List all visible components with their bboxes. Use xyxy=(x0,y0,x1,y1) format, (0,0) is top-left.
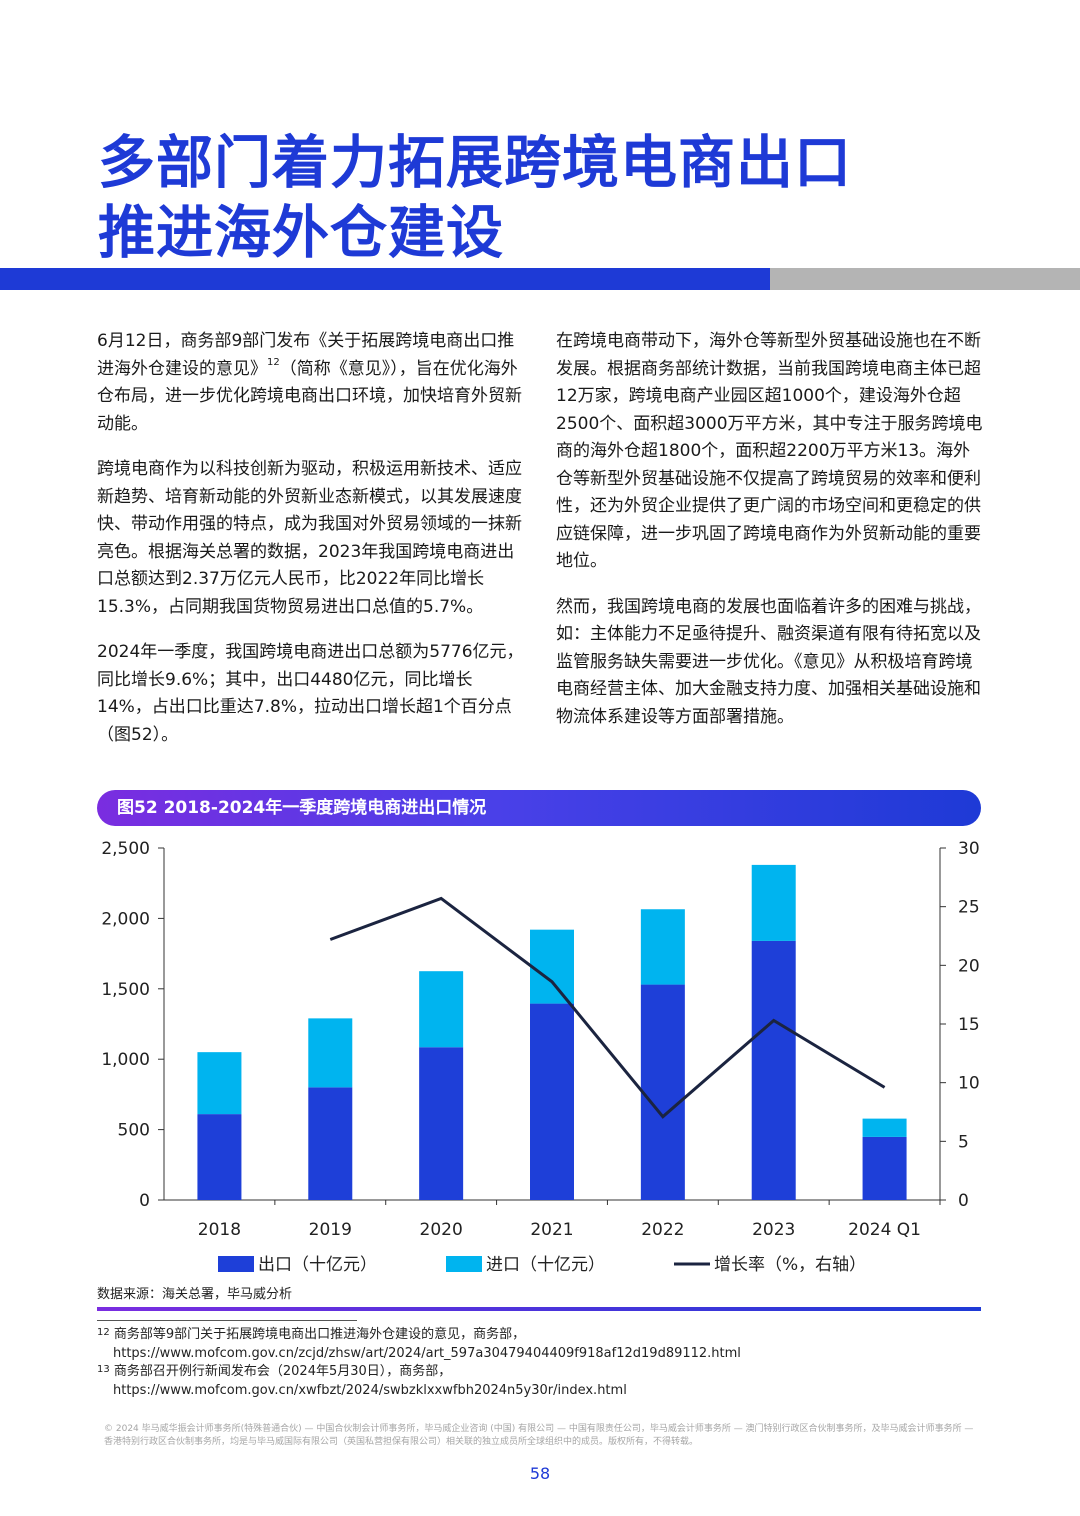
paragraph: 在跨境电商带动下，海外仓等新型外贸基础设施也在不断发展。根据商务部统计数据，当前… xyxy=(556,331,983,571)
bar-import xyxy=(308,1018,353,1088)
footnote-13-url[interactable]: https://www.mofcom.gov.cn/xwfbzt/2024/sw… xyxy=(113,1382,627,1398)
paragraph: 2024年一季度，我国跨境电商进出口总额为5776亿元，同比增长9.6%；其中，… xyxy=(97,642,524,745)
legend-label: 增长率（%，右轴） xyxy=(714,1255,866,1275)
page-title-line-1: 多部门着力拓展跨境电商出口 xyxy=(98,130,852,196)
footnotes: 12 商务部等9部门关于拓展跨境电商出口推进海外仓建设的意见，商务部， http… xyxy=(97,1326,741,1400)
right-tick-label: 25 xyxy=(958,898,980,918)
page-number: 58 xyxy=(529,1464,551,1483)
right-tick-label: 20 xyxy=(958,956,980,976)
footnote-12-url[interactable]: https://www.mofcom.gov.cn/zcjd/zhsw/art/… xyxy=(113,1345,741,1361)
figure-title-bar: 图52 2018-2024年一季度跨境电商进出口情况 xyxy=(97,790,981,826)
legend-swatch xyxy=(446,1256,482,1272)
copyright-notice: © 2024 毕马威华振会计师事务所(特殊普通合伙) — 中国合伙制会计师事务所… xyxy=(104,1424,974,1447)
paragraph: 6月12日，商务部9部门发布《关于拓展跨境电商出口推进海外仓建设的意见》12（简… xyxy=(97,331,522,434)
footnote-divider xyxy=(97,1320,357,1321)
bar-export xyxy=(862,1136,907,1200)
title-rule-blue xyxy=(0,268,770,290)
left-tick-label: 1,500 xyxy=(101,980,150,1000)
paragraph: 然而，我国跨境电商的发展也面临着许多的困难与挑战，如：主体能力不足亟待提升、融资… xyxy=(556,596,981,727)
page-title: 多部门着力拓展跨境电商出口 推进海外仓建设 xyxy=(98,128,852,268)
x-tick-label: 2024 Q1 xyxy=(848,1220,921,1240)
bar-export xyxy=(751,940,796,1200)
left-tick-label: 2,500 xyxy=(101,839,150,859)
cross-border-ecommerce-chart: 0 500 1,000 1,500 2,000 2,500 0 5 10 15 20 25 30 2018… xyxy=(101,839,980,1275)
x-tick-label: 2018 xyxy=(198,1220,241,1240)
figure-bottom-rule xyxy=(97,1307,981,1311)
right-tick-label: 0 xyxy=(958,1191,969,1211)
footnote-12: 12 商务部等9部门关于拓展跨境电商出口推进海外仓建设的意见，商务部， xyxy=(97,1327,526,1342)
right-tick-label: 15 xyxy=(958,1015,980,1035)
bar-import xyxy=(419,971,464,1048)
left-tick-label: 2,000 xyxy=(101,909,150,929)
page-title-line-2: 推进海外仓建设 xyxy=(98,200,504,266)
x-tick-label: 2020 xyxy=(420,1220,463,1240)
bar-export xyxy=(640,984,685,1200)
footnote-ref-12[interactable]: 12 xyxy=(267,356,280,368)
figure-title: 图52 2018-2024年一季度跨境电商进出口情况 xyxy=(117,798,487,818)
left-tick-label: 1,000 xyxy=(101,1050,150,1070)
x-tick-label: 2019 xyxy=(309,1220,352,1240)
legend-swatch xyxy=(218,1256,254,1272)
legend-label: 出口（十亿元） xyxy=(258,1255,377,1275)
left-tick-label: 0 xyxy=(139,1191,150,1211)
paragraph: 跨境电商作为以科技创新为驱动，积极运用新技术、适应新趋势、培育新动能的外贸新业态… xyxy=(97,459,522,617)
title-rule-gray xyxy=(770,268,1080,290)
bar-import xyxy=(197,1052,242,1115)
x-tick-label: 2022 xyxy=(641,1220,684,1240)
bar-export xyxy=(197,1114,242,1200)
bar-import xyxy=(530,929,574,1004)
footnote-13: 13 商务部召开例行新闻发布会（2024年5月30日），商务部， xyxy=(97,1364,452,1379)
right-tick-label: 5 xyxy=(958,1132,969,1152)
bar-export xyxy=(419,1047,464,1200)
bar-import xyxy=(862,1118,907,1137)
bar-import xyxy=(640,909,685,985)
legend-label: 进口（十亿元） xyxy=(486,1255,605,1275)
growth-rate-line xyxy=(329,896,886,1119)
data-source: 数据来源：海关总署，毕马威分析 xyxy=(97,1287,293,1302)
bar-export xyxy=(308,1087,353,1200)
body-left-column: 6月12日，商务部9部门发布《关于拓展跨境电商出口推进海外仓建设的意见》12（简… xyxy=(97,328,527,767)
right-tick-label: 10 xyxy=(958,1074,980,1094)
right-tick-label: 30 xyxy=(958,839,980,859)
body-right-column: 在跨境电商带动下，海外仓等新型外贸基础设施也在不断发展。根据商务部统计数据，当前… xyxy=(556,328,984,749)
bar-export xyxy=(530,1003,574,1200)
x-tick-label: 2023 xyxy=(752,1220,795,1240)
bar-import xyxy=(751,864,796,941)
x-tick-label: 2021 xyxy=(530,1220,573,1240)
left-tick-label: 500 xyxy=(118,1121,150,1141)
